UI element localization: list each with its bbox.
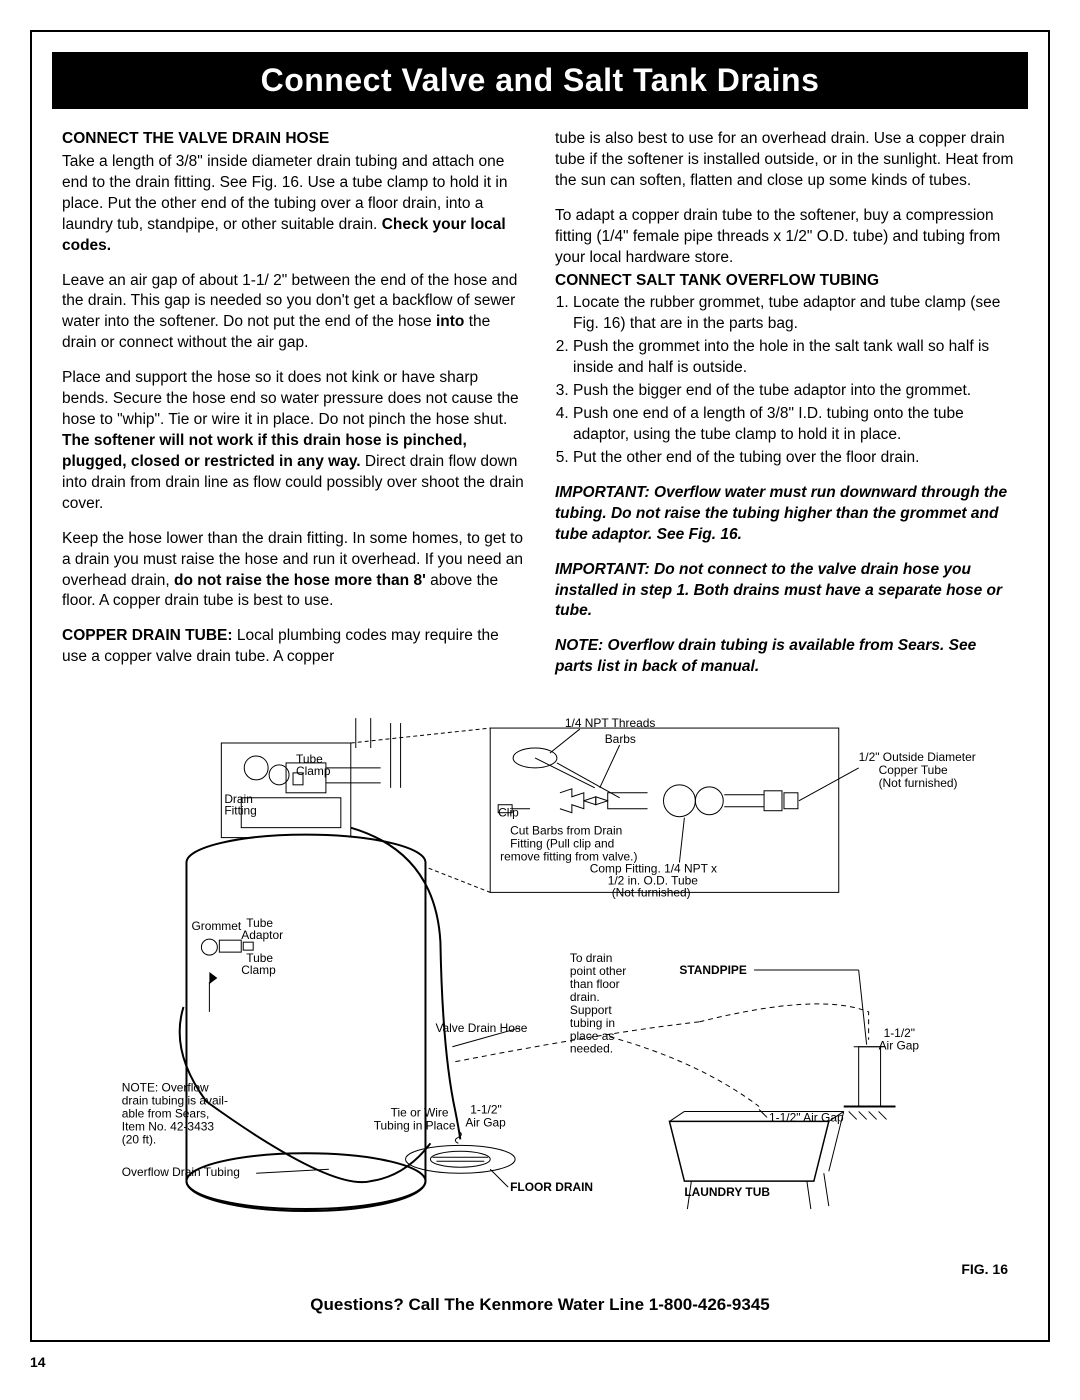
label-ofnote4: Item No. 42-3433 xyxy=(122,1120,215,1134)
para-r1: tube is also best to use for an overhead… xyxy=(555,129,1018,192)
page-number: 14 xyxy=(30,1354,1050,1370)
detail-inset: 1/4 NPT Threads Barbs Clip Cut Barbs fro… xyxy=(490,716,858,899)
left-column: CONNECT THE VALVE DRAIN HOSE Take a leng… xyxy=(62,129,525,692)
right-column: tube is also best to use for an overhead… xyxy=(555,129,1018,692)
page-title-bar: Connect Valve and Salt Tank Drains xyxy=(52,52,1028,109)
label-airgap-lt: 1-1/2" Air Gap xyxy=(769,1111,844,1125)
label-npt: 1/4 NPT Threads xyxy=(565,716,655,730)
label-valve-hose: Valve Drain Hose xyxy=(435,1021,527,1035)
label-cutbarbs2: Fitting (Pull clip and xyxy=(510,837,614,851)
label-drainfit2: Fitting xyxy=(224,804,257,818)
heading-valve-drain: CONNECT THE VALVE DRAIN HOSE xyxy=(62,129,525,150)
label-laundry-tub: LAUNDRY TUB xyxy=(684,1185,770,1199)
label-adaptor2: Adaptor xyxy=(241,928,283,942)
label-todrain8: needed. xyxy=(570,1042,613,1056)
label-todrain3: than floor xyxy=(570,977,620,991)
para-2: Leave an air gap of about 1-1/ 2" betwee… xyxy=(62,271,525,355)
figure-label: FIG. 16 xyxy=(62,1261,1018,1277)
label-todrain2: point other xyxy=(570,964,626,978)
label-todrain1: To drain xyxy=(570,951,612,965)
step-4: Push one end of a length of 3/8" I.D. tu… xyxy=(573,404,1018,446)
para-3: Place and support the hose so it does no… xyxy=(62,368,525,514)
label-floor-drain: FLOOR DRAIN xyxy=(510,1180,593,1194)
page-title: Connect Valve and Salt Tank Drains xyxy=(261,62,820,98)
label-tiewire1: Tie or Wire xyxy=(391,1106,449,1120)
label-tubeclamp-top2: Clamp xyxy=(296,764,331,778)
label-airgap-sp1: 1-1/2" xyxy=(884,1026,915,1040)
label-copper1: 1/2" Outside Diameter xyxy=(859,750,976,764)
label-airgap-fd1: 1-1/2" xyxy=(470,1103,501,1117)
label-copper2: Copper Tube xyxy=(879,763,948,777)
note-sears: NOTE: Overflow drain tubing is available… xyxy=(555,636,1018,678)
standpipe xyxy=(844,1047,896,1120)
label-cutbarbs1: Cut Barbs from Drain xyxy=(510,824,622,838)
label-airgap-sp2: Air Gap xyxy=(879,1039,920,1053)
step-2: Push the grommet into the hole in the sa… xyxy=(573,337,1018,379)
figure-16-diagram: 1/4 NPT Threads Barbs Clip Cut Barbs fro… xyxy=(62,712,1018,1252)
step-3: Push the bigger end of the tube adaptor … xyxy=(573,381,1018,402)
two-column-layout: CONNECT THE VALVE DRAIN HOSE Take a leng… xyxy=(62,129,1018,692)
softener-tank xyxy=(186,835,425,1211)
step-5: Put the other end of the tubing over the… xyxy=(573,448,1018,469)
label-ofnote5: (20 ft). xyxy=(122,1133,157,1147)
label-copper3: (Not furnished) xyxy=(879,776,958,790)
label-todrain5: Support xyxy=(570,1003,612,1017)
label-todrain4: drain. xyxy=(570,990,600,1004)
label-tc-mid2: Clamp xyxy=(241,963,276,977)
label-standpipe: STANDPIPE xyxy=(679,963,746,977)
important-1: IMPORTANT: Overflow water must run downw… xyxy=(555,483,1018,546)
label-overflow-tubing: Overflow Drain Tubing xyxy=(122,1165,240,1179)
overflow-steps: Locate the rubber grommet, tube adaptor … xyxy=(555,293,1018,468)
label-tiewire2: Tubing in Place xyxy=(374,1119,456,1133)
heading-overflow: CONNECT SALT TANK OVERFLOW TUBING xyxy=(555,271,1018,292)
para-r2: To adapt a copper drain tube to the soft… xyxy=(555,206,1018,269)
label-todrain7: place as xyxy=(570,1029,614,1043)
label-comp3: (Not furnished) xyxy=(612,886,691,900)
para-5: COPPER DRAIN TUBE: Local plumbing codes … xyxy=(62,626,525,668)
para-1: Take a length of 3/8" inside diameter dr… xyxy=(62,152,525,257)
page-border: Connect Valve and Salt Tank Drains CONNE… xyxy=(30,30,1050,1342)
important-2: IMPORTANT: Do not connect to the valve d… xyxy=(555,560,1018,623)
label-grommet: Grommet xyxy=(191,919,241,933)
footer-help-line: Questions? Call The Kenmore Water Line 1… xyxy=(62,1295,1018,1315)
label-clip: Clip xyxy=(498,806,519,820)
step-1: Locate the rubber grommet, tube adaptor … xyxy=(573,293,1018,335)
diagram-wrap: 1/4 NPT Threads Barbs Clip Cut Barbs fro… xyxy=(62,712,1018,1277)
label-airgap-fd2: Air Gap xyxy=(465,1116,506,1130)
label-barbs: Barbs xyxy=(605,732,636,746)
label-ofnote3: able from Sears, xyxy=(122,1107,210,1121)
para-4: Keep the hose lower than the drain fitti… xyxy=(62,529,525,613)
label-todrain6: tubing in xyxy=(570,1016,615,1030)
